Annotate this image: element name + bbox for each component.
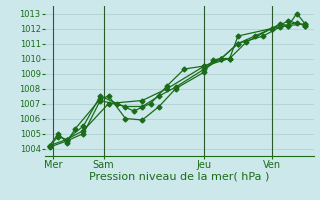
X-axis label: Pression niveau de la mer( hPa ): Pression niveau de la mer( hPa ): [89, 172, 269, 182]
